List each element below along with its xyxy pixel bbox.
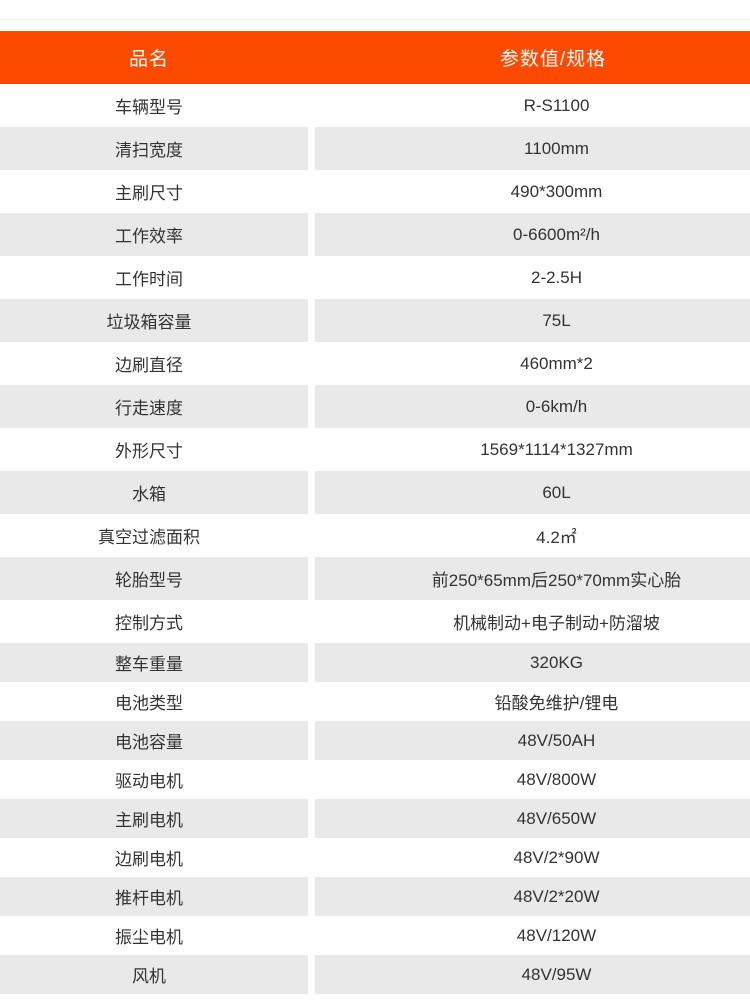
table-row: 整车重量 320KG	[0, 643, 750, 682]
column-divider	[308, 84, 315, 127]
column-divider	[308, 342, 315, 385]
column-divider	[308, 955, 315, 994]
table-header: 品名 参数值/规格	[0, 31, 750, 84]
spec-value: 460mm*2	[315, 342, 750, 385]
spec-value: R-S1100	[315, 84, 750, 127]
spec-value: 75L	[315, 299, 750, 342]
spec-name: 风机	[0, 955, 308, 994]
spec-name: 真空过滤面积	[0, 514, 308, 557]
table-row: 轮胎型号 前250*65mm后250*70mm实心胎	[0, 557, 750, 600]
spec-value: 0-6600m²/h	[315, 213, 750, 256]
column-divider	[308, 428, 315, 471]
spec-value: 1100mm	[315, 127, 750, 170]
header-col-product-name: 品名	[128, 49, 169, 70]
spec-value: 48V/2*20W	[315, 877, 750, 916]
header-col-parameter-value: 参数值/规格	[499, 49, 607, 70]
table-row: 外形尺寸 1569*1114*1327mm	[0, 428, 750, 471]
table-row: 真空过滤面积 4.2㎡	[0, 514, 750, 557]
spec-name: 边刷直径	[0, 342, 308, 385]
spec-name: 主刷尺寸	[0, 170, 308, 213]
spec-value: 490*300mm	[315, 170, 750, 213]
table-row: 风机 48V/95W	[0, 955, 750, 994]
spec-name: 工作效率	[0, 213, 308, 256]
spec-value: 铅酸免维护/锂电	[315, 682, 750, 721]
table-row: 电池类型 铅酸免维护/锂电	[0, 682, 750, 721]
column-divider	[308, 170, 315, 213]
spec-name: 振尘电机	[0, 916, 308, 955]
column-divider	[308, 557, 315, 600]
spec-name: 推杆电机	[0, 877, 308, 916]
spec-name: 驱动电机	[0, 760, 308, 799]
column-divider	[308, 256, 315, 299]
spec-name: 边刷电机	[0, 838, 308, 877]
table-row: 行走速度 0-6km/h	[0, 385, 750, 428]
table-row: 主刷尺寸 490*300mm	[0, 170, 750, 213]
column-divider	[308, 213, 315, 256]
table-row: 振尘电机 48V/120W	[0, 916, 750, 955]
spec-name: 电池容量	[0, 721, 308, 760]
table-row: 清扫宽度 1100mm	[0, 127, 750, 170]
spec-value: 2-2.5H	[315, 256, 750, 299]
column-divider	[308, 916, 315, 955]
table-row: 控制方式 机械制动+电子制动+防溜坡	[0, 600, 750, 643]
spec-value: 48V/800W	[315, 760, 750, 799]
table-row: 垃圾箱容量 75L	[0, 299, 750, 342]
product-spec-table: 品名 参数值/规格 车辆型号 R-S1100 清扫宽度 1100mm 主刷尺寸 …	[0, 31, 750, 994]
table-row: 水箱 60L	[0, 471, 750, 514]
spec-name: 电池类型	[0, 682, 308, 721]
table-body: 车辆型号 R-S1100 清扫宽度 1100mm 主刷尺寸 490*300mm …	[0, 84, 750, 994]
table-row: 驱动电机 48V/800W	[0, 760, 750, 799]
spec-name: 轮胎型号	[0, 557, 308, 600]
spec-name: 清扫宽度	[0, 127, 308, 170]
spec-name: 水箱	[0, 471, 308, 514]
spec-name: 行走速度	[0, 385, 308, 428]
spec-value: 60L	[315, 471, 750, 514]
spec-value: 48V/650W	[315, 799, 750, 838]
spec-name: 车辆型号	[0, 84, 308, 127]
spec-value: 4.2㎡	[315, 514, 750, 557]
table-row: 电池容量 48V/50AH	[0, 721, 750, 760]
column-divider	[308, 760, 315, 799]
column-divider	[308, 127, 315, 170]
column-divider	[308, 385, 315, 428]
column-divider	[308, 600, 315, 643]
column-divider	[308, 682, 315, 721]
column-divider	[308, 877, 315, 916]
table-row: 边刷直径 460mm*2	[0, 342, 750, 385]
spec-name: 控制方式	[0, 600, 308, 643]
column-divider	[308, 799, 315, 838]
spec-value: 48V/120W	[315, 916, 750, 955]
spec-name: 外形尺寸	[0, 428, 308, 471]
spec-value: 前250*65mm后250*70mm实心胎	[315, 557, 750, 600]
top-divider-line	[0, 19, 750, 20]
spec-name: 主刷电机	[0, 799, 308, 838]
spec-name: 整车重量	[0, 643, 308, 682]
column-divider	[308, 299, 315, 342]
column-divider	[308, 514, 315, 557]
spec-value: 48V/50AH	[315, 721, 750, 760]
spec-name: 垃圾箱容量	[0, 299, 308, 342]
table-row: 推杆电机 48V/2*20W	[0, 877, 750, 916]
table-row: 边刷电机 48V/2*90W	[0, 838, 750, 877]
spec-value: 1569*1114*1327mm	[315, 428, 750, 471]
column-divider	[308, 471, 315, 514]
column-divider	[308, 838, 315, 877]
table-row: 主刷电机 48V/650W	[0, 799, 750, 838]
spec-value: 48V/2*90W	[315, 838, 750, 877]
spec-value: 机械制动+电子制动+防溜坡	[315, 600, 750, 643]
column-divider	[308, 721, 315, 760]
column-divider	[308, 643, 315, 682]
table-row: 车辆型号 R-S1100	[0, 84, 750, 127]
spec-value: 320KG	[315, 643, 750, 682]
table-row: 工作效率 0-6600m²/h	[0, 213, 750, 256]
spec-value: 48V/95W	[315, 955, 750, 994]
table-row: 工作时间 2-2.5H	[0, 256, 750, 299]
spec-name: 工作时间	[0, 256, 308, 299]
spec-value: 0-6km/h	[315, 385, 750, 428]
